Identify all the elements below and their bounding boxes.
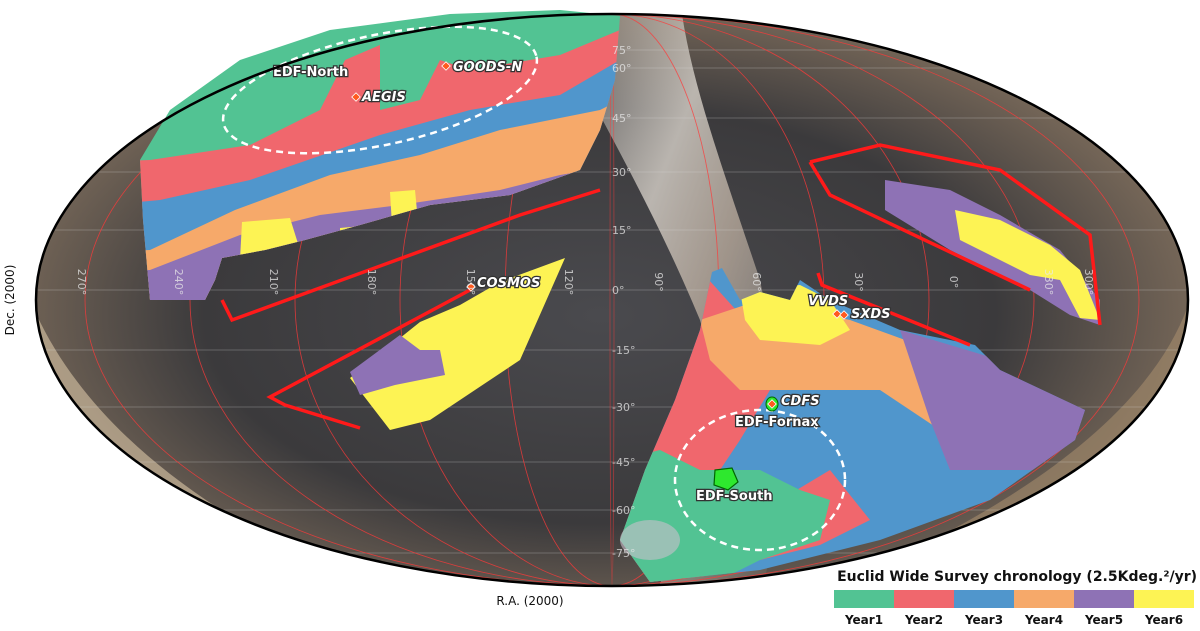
ra-tick-label: 120°	[562, 269, 575, 296]
cosmos-survey-region	[350, 258, 565, 430]
ra-gridline	[609, 14, 615, 586]
field-markers	[351, 61, 849, 409]
field-label: CDFS	[781, 394, 820, 409]
year1-area	[620, 450, 830, 582]
dec-tick-label: -45°	[612, 456, 635, 469]
vvds-marker	[832, 309, 842, 319]
dec-tick-label: 75°	[612, 44, 632, 57]
field-label: SXDS	[851, 307, 891, 322]
edf-outlines	[221, 25, 847, 552]
field-label: AEGIS	[361, 90, 406, 105]
legend-swatch	[1134, 590, 1194, 608]
north-boundary-line	[220, 188, 601, 323]
cosmos-marker	[466, 282, 476, 292]
ra-tick-label: 60°	[750, 272, 763, 292]
cosmos-boundary-line	[266, 288, 471, 430]
ra-tick-label: 90°	[652, 272, 665, 292]
field-label: COSMOS	[477, 276, 540, 291]
dec-tick-label: -30°	[612, 401, 635, 414]
ra-tick-label: 240°	[172, 269, 185, 296]
legend-swatch	[954, 590, 1014, 608]
east-boundary-top	[809, 143, 1102, 326]
east-boundary-bottom	[808, 161, 1031, 292]
legend-label: Year3	[964, 613, 1003, 627]
dec-tick-label: 45°	[612, 112, 632, 125]
ra-tick-label: 210°	[267, 269, 280, 296]
south-boundary-line	[816, 272, 971, 347]
ra-tick-labels: 270° 240° 210° 180° 150° 120° 90° 60° 30° 0° 330° 3…	[75, 269, 1095, 296]
edf-south-ellipse	[673, 408, 847, 552]
year5-area	[900, 330, 1085, 470]
field-label: EDF-South	[696, 489, 773, 504]
ra-tick-label: 270°	[75, 269, 88, 296]
legend-label: Year6	[1144, 613, 1183, 627]
dec-tick-labels: 75° 60° 45° 30° 15° 0° -15° -30° -45° -60° -75°	[612, 44, 635, 560]
dec-tick-label: 15°	[612, 224, 632, 237]
legend-swatch	[1074, 590, 1134, 608]
field-label: EDF-North	[273, 65, 348, 80]
legend-label: Year5	[1084, 613, 1123, 627]
year6-area	[955, 210, 1100, 320]
x-axis-label: R.A. (2000)	[496, 594, 563, 608]
galactic-exclusion-boundaries	[220, 143, 1102, 430]
ra-tick-label: 300°	[1082, 269, 1095, 296]
east-survey-region	[885, 180, 1100, 325]
year6-area	[350, 258, 565, 430]
dec-tick-label: -60°	[612, 504, 635, 517]
ra-tick-label: 30°	[852, 272, 865, 292]
dec-tick-label: 30°	[612, 166, 632, 179]
legend-label: Year4	[1024, 613, 1063, 627]
field-label: VVDS	[808, 294, 848, 309]
ra-gridline	[294, 14, 930, 586]
field-labels: EDF-North GOODS-N AEGIS COSMOS VVDS SXDS…	[272, 59, 892, 506]
y-axis-label: Dec. (2000)	[3, 265, 17, 336]
ra-tick-label: 180°	[365, 269, 378, 296]
ra-tick-label: 0°	[947, 276, 960, 289]
legend-swatch	[834, 590, 894, 608]
legend-title: Euclid Wide Survey chronology (2.5Kdeg.²…	[837, 569, 1197, 585]
ra-gridline	[84, 14, 1140, 586]
field-label: EDF-Fornax	[735, 415, 819, 430]
edf-north-ellipse	[221, 25, 539, 155]
dec-tick-label: 0°	[612, 284, 625, 297]
cdfs-marker	[767, 399, 777, 409]
legend-label: Year1	[844, 613, 883, 627]
dec-tick-label: 60°	[612, 62, 632, 75]
dec-tick-label: -75°	[612, 547, 635, 560]
legend-label: Year2	[904, 613, 943, 627]
sxds-marker	[839, 310, 849, 320]
legend-swatch	[1014, 590, 1074, 608]
dec-tick-label: -15°	[612, 344, 635, 357]
year5-area	[350, 335, 445, 395]
aegis-marker	[351, 92, 361, 102]
field-label: GOODS-N	[453, 60, 522, 75]
edf-south-patch	[713, 467, 739, 491]
legend: Euclid Wide Survey chronology (2.5Kdeg.²…	[834, 569, 1197, 627]
map-border	[34, 12, 1190, 588]
ra-tick-label: 330°	[1042, 269, 1055, 296]
goods-n-marker	[441, 61, 451, 71]
lmc-galaxy	[620, 520, 680, 560]
ra-tick-label: 150°	[464, 269, 477, 296]
legend-swatch	[894, 590, 954, 608]
year6-area	[740, 285, 850, 345]
